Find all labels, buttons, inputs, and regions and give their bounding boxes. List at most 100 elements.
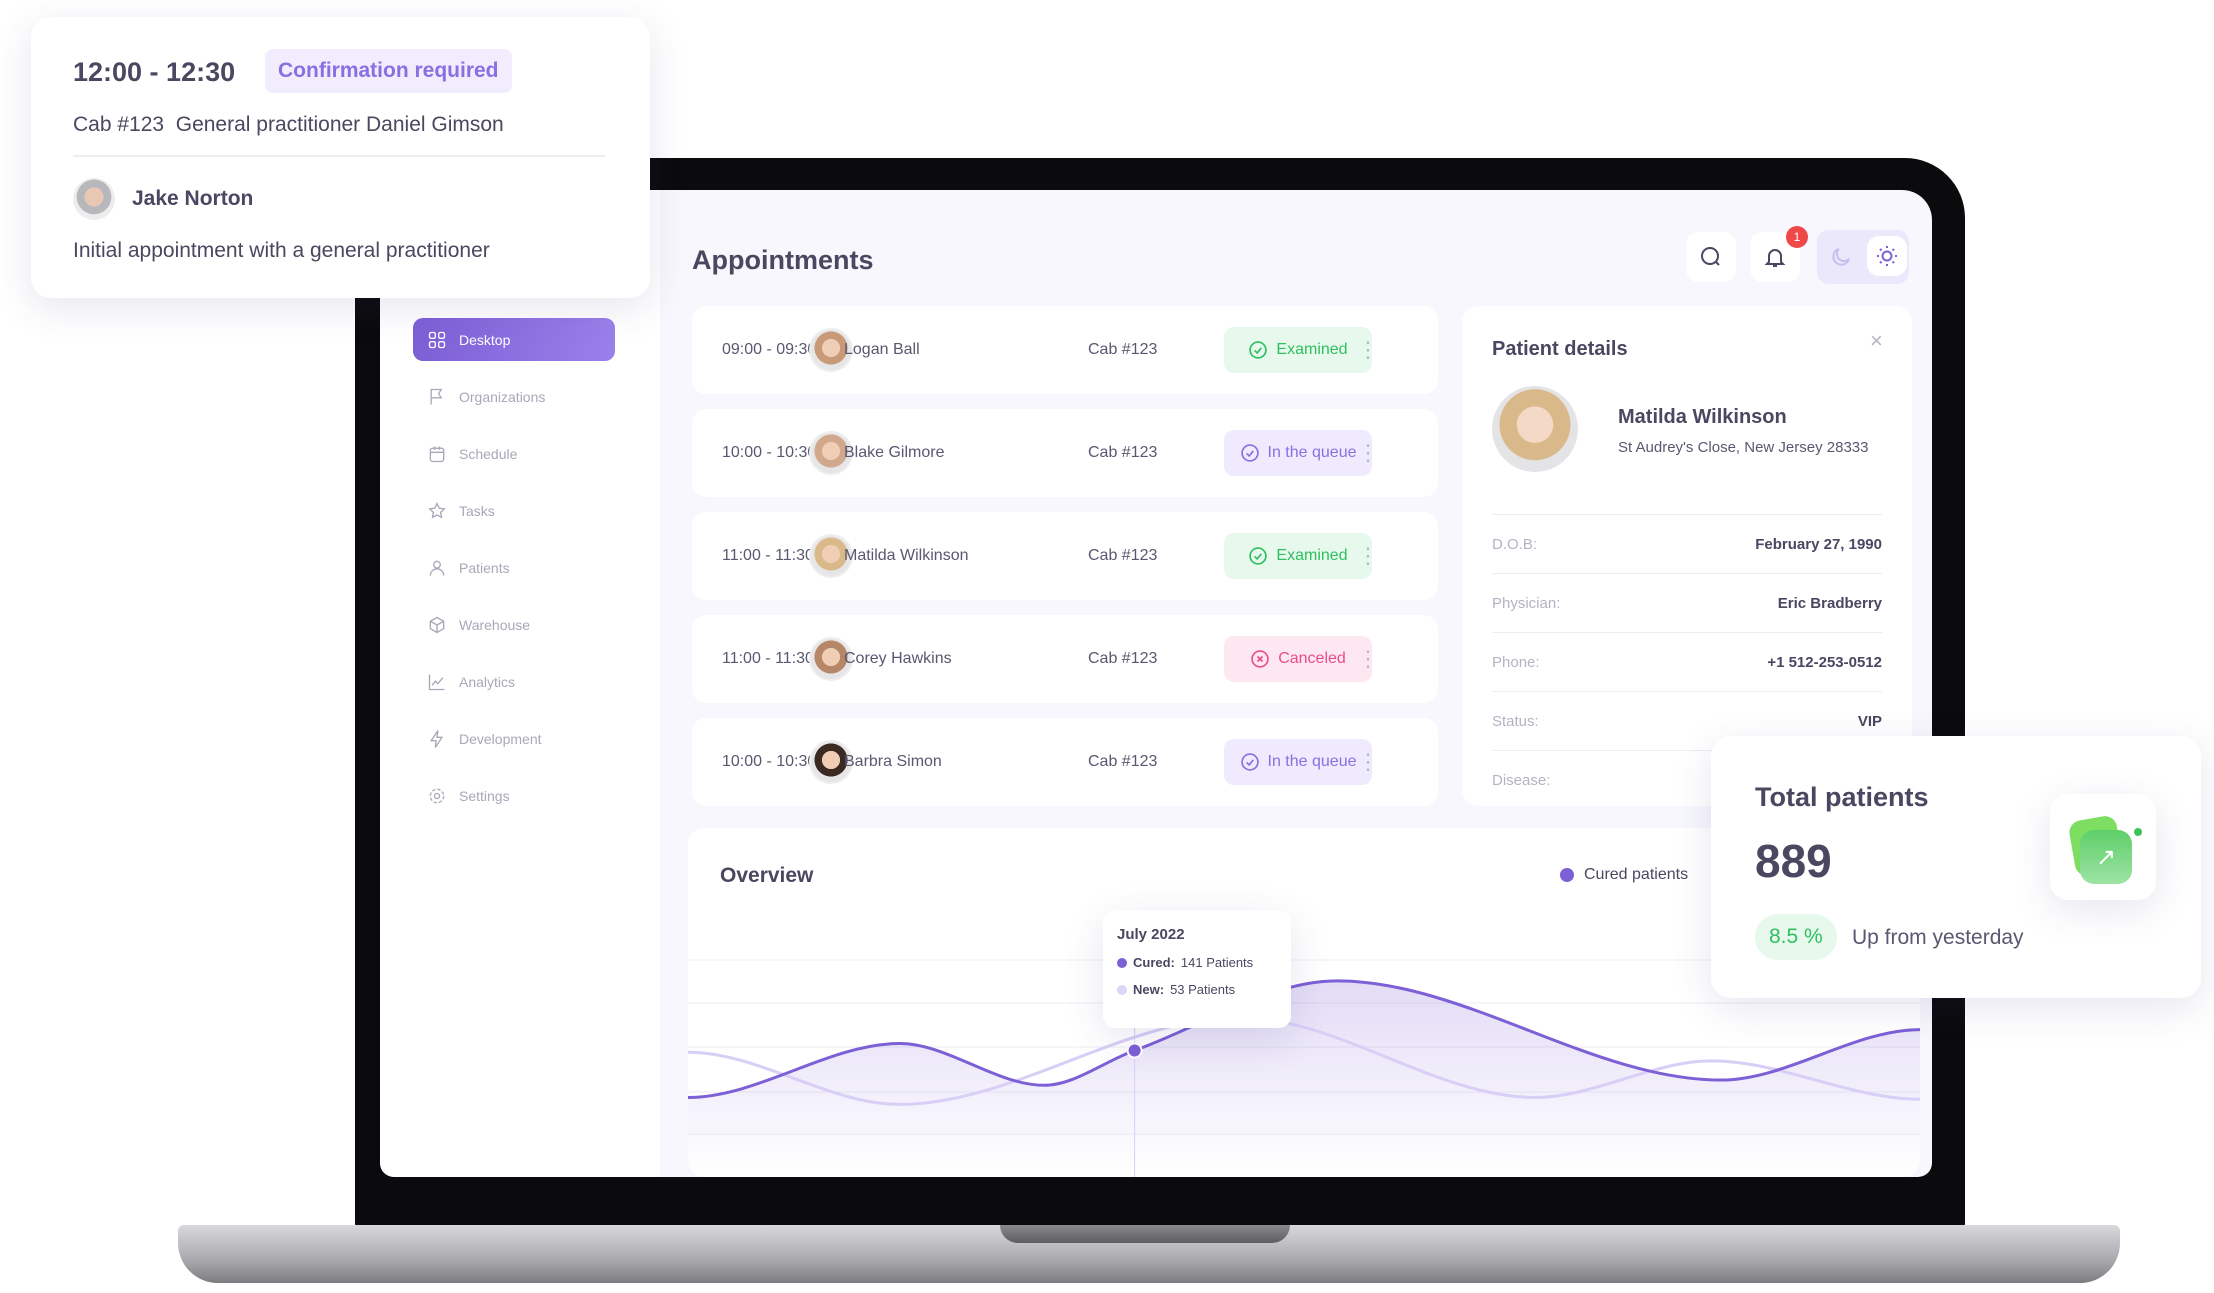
legend-dot [1560,868,1574,882]
light-mode-button[interactable] [1867,236,1907,276]
appointment-row[interactable]: 10:00 - 10:30 Barbra Simon Cab #123 In t… [692,718,1438,806]
appointment-note: Initial appointment with a general pract… [73,239,490,262]
avatar [809,740,853,784]
confirmation-badge: Confirmation required [265,49,512,93]
patient-details-panel: Patient details × Matilda Wilkinson St A… [1462,306,1912,806]
sidebar-item-desktop[interactable]: Desktop [413,318,615,361]
avatar [809,431,853,475]
total-value: 889 [1755,835,1832,887]
appointment-row[interactable]: 10:00 - 10:30 Blake Gilmore Cab #123 In … [692,409,1438,497]
appointment-time: 11:00 - 11:30 [722,547,814,564]
status-label: Examined [1276,341,1348,358]
overview-title: Overview [720,864,814,887]
sidebar-item-patients[interactable]: Patients [413,546,615,589]
appointment-time: 10:00 - 10:30 [722,753,817,770]
cured-area [688,980,1920,1177]
star-icon [428,501,446,519]
detail-value: VIP [1857,713,1882,730]
tooltip-cured-value: 141 Patients [1180,955,1254,970]
sidebar-item-warehouse[interactable]: Warehouse [413,603,615,646]
notifications-button[interactable]: 1 [1750,226,1808,282]
avatar [809,534,853,578]
divider [73,155,605,157]
sun-icon [1877,246,1897,266]
check-circle-icon [1240,753,1259,771]
panel-title: Patient details [1492,338,1628,360]
sidebar-item-settings[interactable]: Settings [413,774,615,817]
cabinet: Cab #123 [1088,547,1158,564]
appointment-time: 12:00 - 12:30 [73,57,236,87]
detail-label: Phone: [1492,654,1540,671]
moon-icon[interactable] [1829,245,1853,269]
check-circle-icon [1249,547,1268,565]
total-patients-card: Total patients 889 8.5 % Up from yesterd… [1711,736,2201,998]
status-label: In the queue [1267,444,1357,461]
chart-legend: Cured patients [1560,866,1688,884]
box-icon [429,616,445,633]
more-options-icon[interactable]: ⋮ [1357,749,1379,774]
sidebar-item-tasks[interactable]: Tasks [413,489,615,532]
avatar [809,328,853,372]
chart-line-icon [428,674,445,690]
patient-name: Blake Gilmore [844,444,945,461]
detail-row: D.O.B: February 27, 1990 [1492,514,1882,574]
change-badge: 8.5 % [1755,914,1837,960]
confirmation-card[interactable]: 12:00 - 12:30 Confirmation required Cab … [31,17,650,298]
sidebar-item-schedule[interactable]: Schedule [413,432,615,475]
more-options-icon[interactable]: ⋮ [1357,440,1379,465]
check-circle-icon [1240,444,1259,462]
cabinet: Cab #123 [1088,444,1158,461]
cabinet: Cab #123 [1088,650,1158,667]
gear-icon [429,788,445,803]
appointment-row[interactable]: 11:00 - 11:30 Matilda Wilkinson Cab #123… [692,512,1438,600]
tooltip-title: July 2022 [1117,926,1185,943]
more-options-icon[interactable]: ⋮ [1357,646,1379,671]
change-text: Up from yesterday [1852,926,2024,949]
close-icon[interactable]: × [1870,328,1883,353]
detail-row: Disease: [1492,750,1882,810]
sidebar-item-analytics[interactable]: Analytics [413,660,615,703]
detail-row: Phone: +1 512-253-0512 [1492,632,1882,692]
appointment-row[interactable]: 09:00 - 09:30 Logan Ball Cab #123 Examin… [692,306,1438,394]
status-badge: Canceled [1224,636,1372,682]
tooltip-cured: Cured: 141 Patients [1117,955,1277,970]
more-options-icon[interactable]: ⋮ [1357,543,1379,568]
search-icon [1701,247,1720,266]
new-patients-line [688,1015,1920,1106]
patient-name: Jake Norton [132,187,254,210]
detail-row: Physician: Eric Bradberry [1492,573,1882,633]
sidebar-item-label: Schedule [459,445,518,462]
theme-toggle[interactable] [1817,230,1909,284]
status-badge: Examined [1224,533,1372,579]
sidebar-item-label: Settings [459,787,510,804]
x-circle-icon [1251,650,1269,668]
sidebar-item-label: Development [459,730,542,747]
more-options-icon[interactable]: ⋮ [1357,337,1379,362]
tooltip-cured-label: Cured: [1133,955,1175,970]
grid-icon [428,331,446,348]
detail-value: February 27, 1990 [1755,536,1882,553]
check-circle-icon [1249,341,1268,359]
page-title: Appointments [692,245,874,275]
appointment-details: Cab #123 General practitioner Daniel Gim… [73,113,504,136]
total-title: Total patients [1755,782,1929,812]
sidebar-item-label: Organizations [459,388,546,405]
patient-name: Corey Hawkins [844,650,952,667]
status-label: In the queue [1267,753,1357,770]
laptop-notch [1000,1225,1290,1243]
detail-label: Disease: [1492,772,1551,789]
highlight-point[interactable] [1126,1042,1143,1059]
sidebar-item-organizations[interactable]: Organizations [413,375,615,418]
patient-avatar [1492,386,1578,472]
appointment-time: 11:00 - 11:30 [722,650,814,667]
appointment-row[interactable]: 11:00 - 11:30 Corey Hawkins Cab #123 Can… [692,615,1438,703]
sidebar-item-development[interactable]: Development [413,717,615,760]
sidebar-item-label: Patients [459,559,510,576]
tooltip-new: New: 53 Patients [1117,982,1277,997]
search-button[interactable] [1686,232,1736,282]
patient-avatar [73,178,115,220]
cabinet: Cab #123 [1088,341,1158,358]
status-badge: Examined [1224,327,1372,373]
bell-icon [1764,249,1786,267]
flag-icon [430,388,443,404]
